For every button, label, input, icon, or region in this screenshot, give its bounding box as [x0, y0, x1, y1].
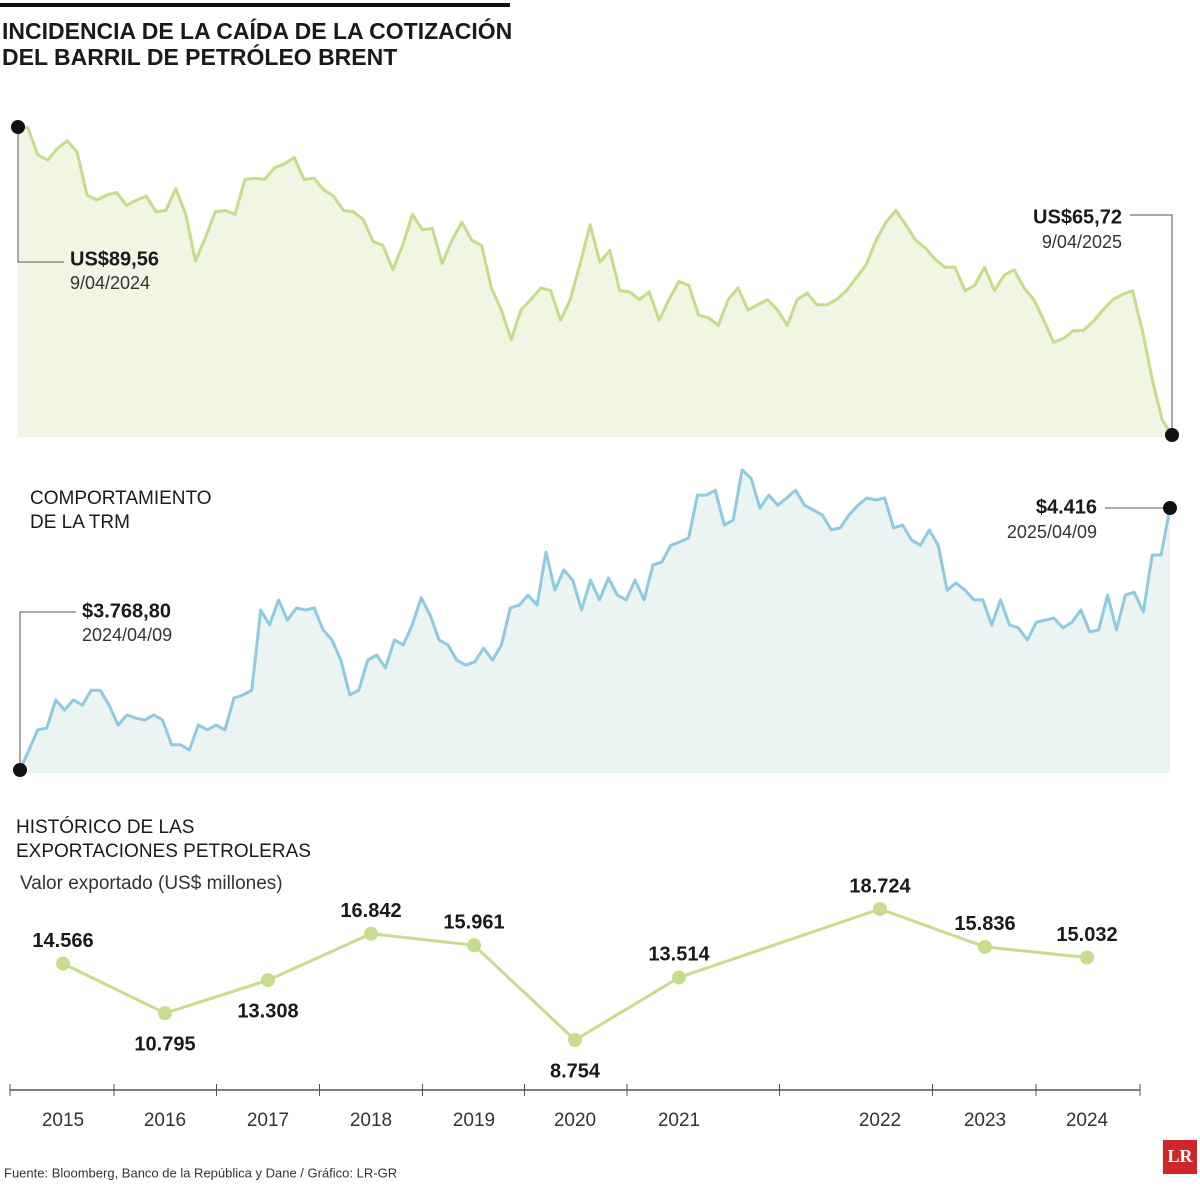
x-tick-label: 2020 [554, 1110, 596, 1131]
endpoint [1163, 501, 1177, 516]
x-tick-label: 2015 [42, 1110, 84, 1131]
x-tick-label: 2017 [247, 1110, 289, 1131]
top-rule [0, 3, 510, 7]
point [56, 956, 70, 971]
title: INCIDENCIA DE LA CAÍDA DE LA COTIZACIÓN [2, 17, 512, 44]
x-tick-label: 2024 [1066, 1110, 1109, 1131]
start-date: 9/04/2024 [70, 273, 150, 293]
value-label: 16.842 [340, 900, 401, 922]
end-date: 2025/04/09 [1007, 522, 1097, 542]
connector [17, 127, 64, 263]
endpoint [1165, 428, 1179, 442]
value-label: 15.836 [954, 913, 1015, 935]
point [873, 902, 887, 916]
line [18, 468, 1172, 771]
end-label: US$65,72 [1033, 206, 1122, 228]
value-label: 8.754 [550, 1060, 601, 1082]
value-label: 15.961 [443, 912, 504, 934]
chart-subtitle: Valor exportado (US$ millones) [20, 873, 283, 894]
chart-title: HISTÓRICO DE LAS [16, 816, 194, 838]
value-label: 13.514 [648, 944, 710, 966]
endpoint [13, 763, 27, 777]
line [17, 125, 1174, 436]
point [261, 973, 275, 988]
value-label: 14.566 [32, 930, 93, 952]
start-label: US$89,56 [70, 248, 159, 270]
point [672, 970, 686, 985]
value-label: 10.795 [134, 1033, 195, 1055]
connector [1130, 214, 1173, 435]
start-label: $3.768,80 [82, 600, 171, 622]
x-tick-label: 2018 [350, 1110, 392, 1131]
value-label: 15.032 [1056, 924, 1117, 946]
value-label: 13.308 [237, 1000, 298, 1022]
source: Fuente: Bloomberg, Banco de la República… [4, 1165, 397, 1180]
logo: LR [1167, 1146, 1193, 1166]
point [1080, 950, 1094, 965]
point [364, 926, 378, 941]
point [467, 938, 481, 953]
end-label: $4.416 [1036, 496, 1097, 518]
point [978, 939, 992, 954]
end-date: 9/04/2025 [1042, 232, 1122, 252]
value-label: 18.724 [849, 875, 911, 897]
area-fill [18, 127, 1172, 437]
x-tick-label: 2019 [453, 1110, 495, 1131]
point [568, 1033, 582, 1047]
x-tick-label: 2021 [658, 1110, 700, 1131]
chart-title: EXPORTACIONES PETROLERAS [16, 841, 311, 862]
chart-title: DE LA TRM [30, 512, 130, 533]
logo-box [1163, 1140, 1197, 1174]
start-date: 2024/04/09 [82, 625, 172, 645]
line [62, 907, 1088, 1042]
title: DEL BARRIL DE PETRÓLEO BRENT [2, 43, 397, 70]
x-tick-label: 2023 [964, 1110, 1006, 1131]
area-fill [20, 470, 1170, 773]
x-tick-label: 2022 [859, 1110, 901, 1131]
x-tick-label: 2016 [144, 1110, 186, 1131]
endpoint [11, 120, 25, 134]
connector [19, 611, 76, 770]
point [158, 1006, 172, 1021]
chart-title: COMPORTAMIENTO [30, 488, 212, 509]
